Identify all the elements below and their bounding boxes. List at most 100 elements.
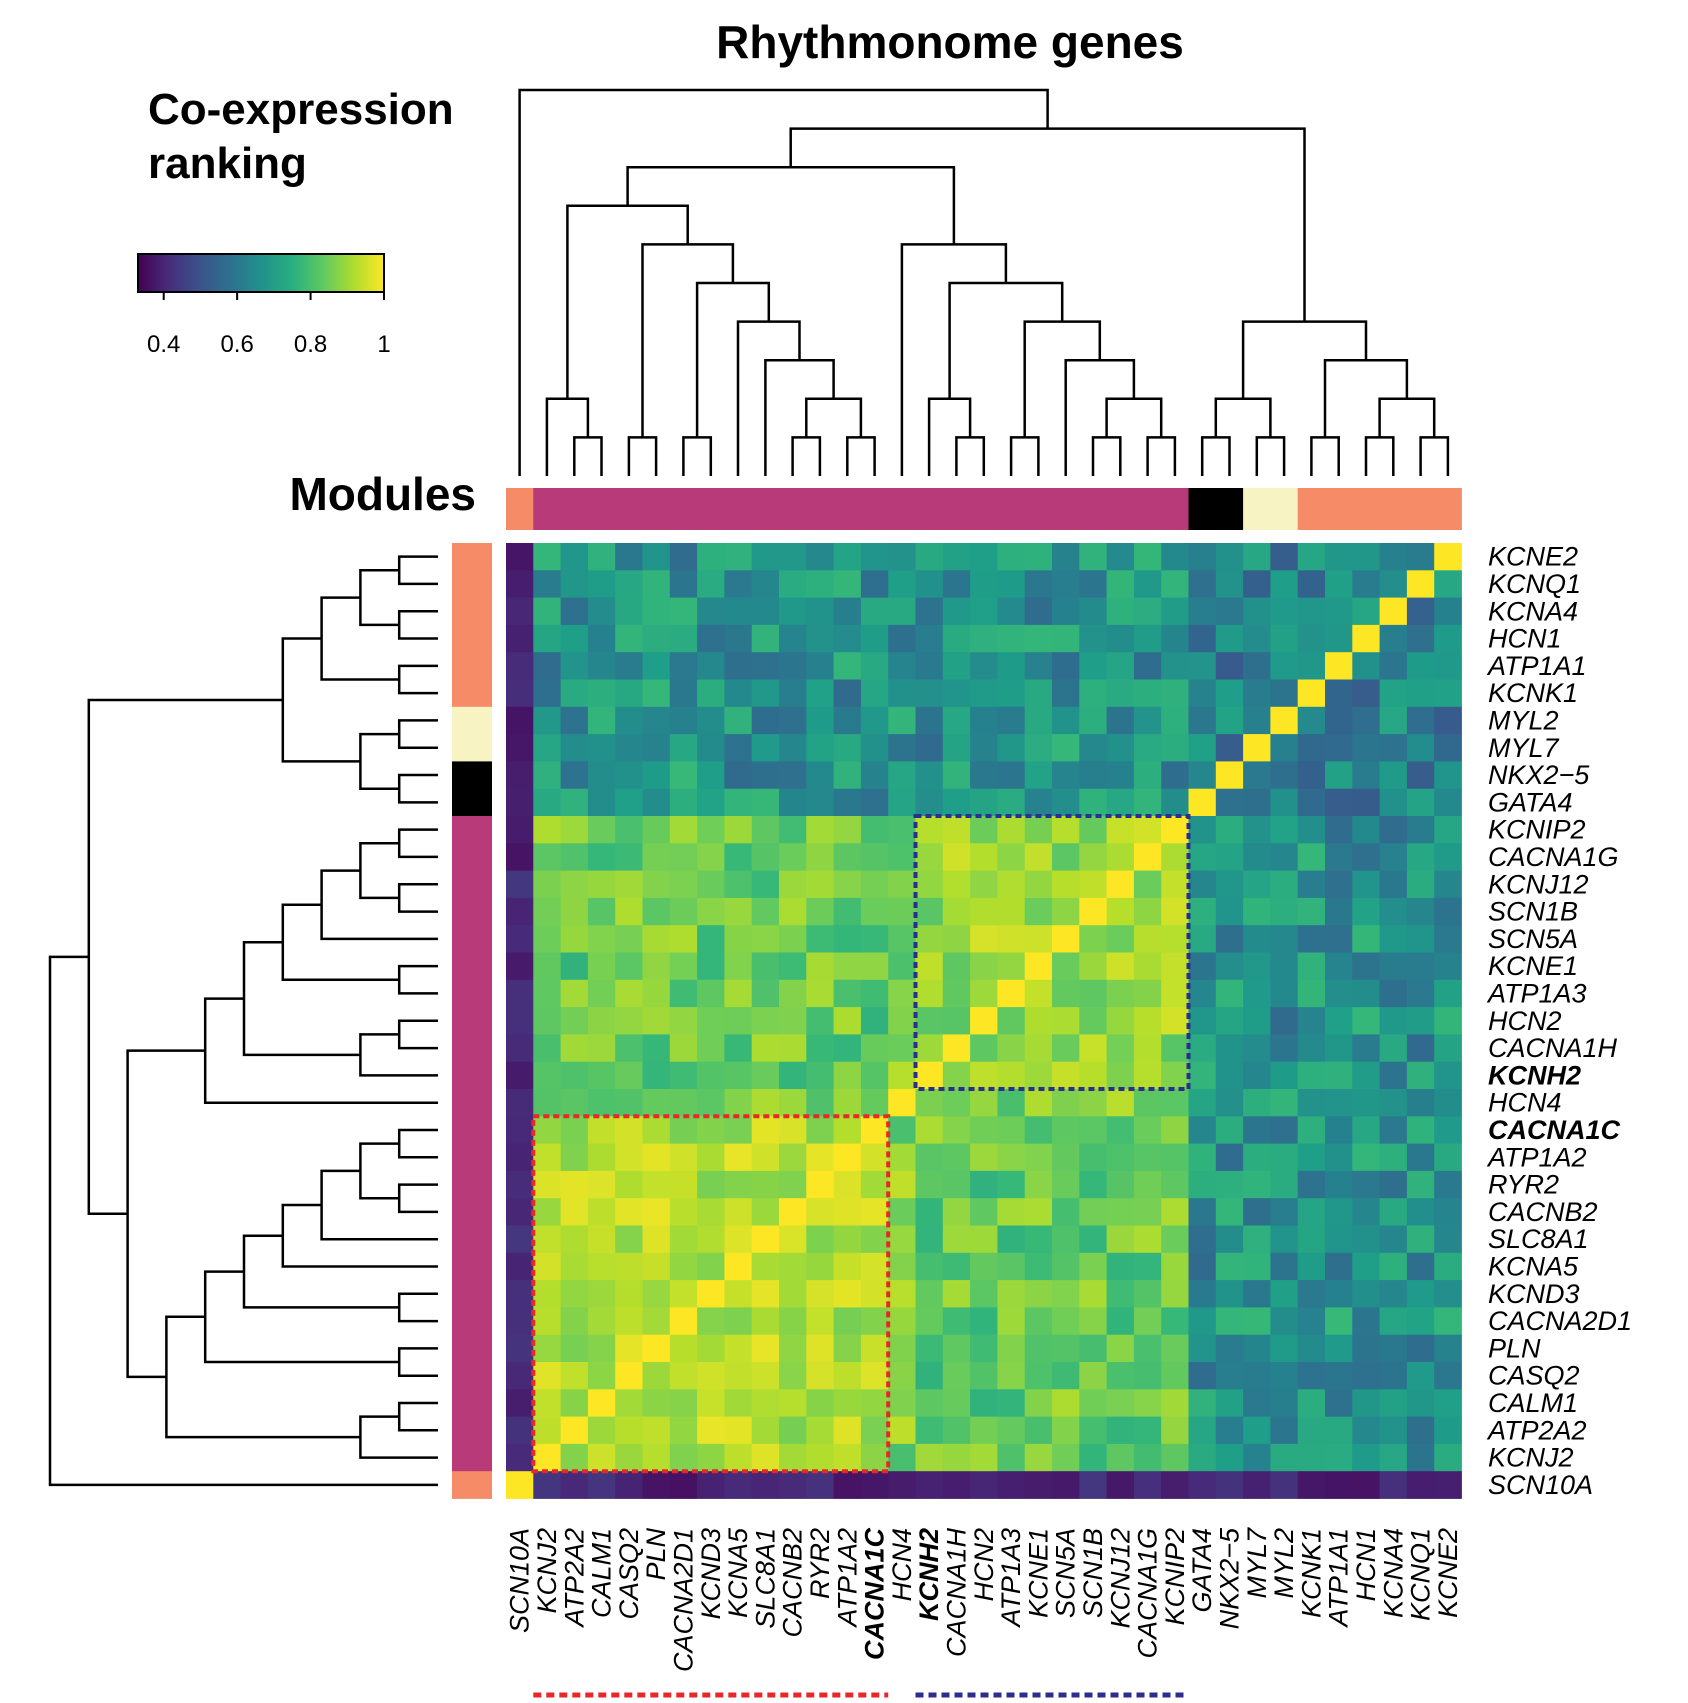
heatmap-cell — [1243, 1280, 1271, 1308]
heatmap-cell — [833, 1089, 862, 1117]
heatmap-cell — [1243, 761, 1271, 790]
heatmap-cell — [1379, 870, 1408, 899]
heatmap-cell — [1079, 1362, 1107, 1390]
dendrogram-branch — [641, 243, 735, 438]
heatmap-cell — [1188, 1443, 1217, 1472]
heatmap-cell — [1270, 570, 1299, 598]
column-module-cell — [1270, 488, 1299, 530]
heatmap-cell — [1243, 1198, 1271, 1226]
heatmap-cell — [506, 1089, 534, 1117]
heatmap-cell — [1188, 679, 1217, 708]
heatmap-cell — [997, 761, 1026, 790]
heatmap-cell — [806, 1471, 834, 1499]
heatmap-cell — [1352, 1089, 1380, 1117]
heatmap-cell — [724, 679, 753, 708]
heatmap-cell — [587, 843, 616, 871]
dendrogram-branch — [203, 997, 438, 1104]
heatmap-cell — [1106, 1280, 1135, 1308]
heatmap-cell — [533, 870, 561, 899]
heatmap-cell — [942, 952, 971, 981]
heatmap-cell — [587, 1307, 616, 1336]
dendrogram-branch — [1419, 436, 1450, 476]
row-module-cell — [452, 706, 492, 735]
heatmap-cell — [1270, 1389, 1299, 1417]
heatmap-cell — [506, 1252, 534, 1281]
heatmap-cell — [669, 1443, 698, 1472]
heatmap-cell — [970, 1170, 998, 1199]
heatmap-cell — [1161, 543, 1189, 571]
dendrogram-branch — [281, 637, 361, 763]
heatmap-cell — [697, 1334, 725, 1363]
heatmap-cell — [915, 1280, 944, 1308]
heatmap-cell — [1243, 897, 1271, 926]
heatmap-cell — [506, 816, 534, 844]
heatmap-cell — [1079, 897, 1107, 926]
heatmap-cell — [587, 816, 616, 844]
heatmap-cell — [1052, 1198, 1080, 1226]
heatmap-cell — [506, 1116, 534, 1144]
heatmap-cell — [724, 870, 753, 899]
heatmap-cell — [833, 1225, 862, 1254]
heatmap-cell — [1215, 1061, 1244, 1090]
heatmap-cell — [1297, 1389, 1326, 1417]
column-label: KCND3 — [696, 1528, 726, 1620]
heatmap-cell — [833, 761, 862, 790]
heatmap-cell — [779, 1116, 807, 1144]
heatmap-cell — [1243, 679, 1271, 708]
heatmap-cell — [1352, 979, 1380, 1008]
column-module-cell — [942, 488, 971, 530]
heatmap-cell — [1352, 1116, 1380, 1144]
dendrogram-branch — [695, 281, 771, 438]
heatmap-cell — [669, 1089, 698, 1117]
heatmap-cell — [533, 843, 561, 871]
heatmap-cell — [1024, 979, 1053, 1008]
heatmap-cell — [1079, 1143, 1107, 1172]
heatmap-cell — [1188, 1416, 1217, 1445]
heatmap-cell — [560, 952, 589, 981]
heatmap-cell — [1161, 952, 1189, 981]
row-module-cell — [452, 952, 492, 981]
dendrogram-branch — [1364, 436, 1395, 476]
heatmap-cell — [1325, 652, 1353, 680]
heatmap-cell — [970, 1116, 998, 1144]
heatmap-cell — [697, 788, 725, 817]
heatmap-cell — [1024, 925, 1053, 953]
heatmap-cell — [506, 543, 534, 571]
heatmap-cell — [1406, 1007, 1435, 1035]
dendrogram-branch — [87, 698, 283, 1216]
heatmap-cell — [1434, 706, 1462, 735]
heatmap-cell — [970, 1252, 998, 1281]
heatmap-cell — [915, 1307, 944, 1336]
heatmap-cell — [533, 706, 561, 735]
dendrogram-branch — [397, 828, 438, 859]
heatmap-cell — [506, 1334, 534, 1363]
heatmap-cell — [888, 652, 916, 680]
heatmap-cell — [1406, 1280, 1435, 1308]
heatmap-cell — [1133, 1198, 1162, 1226]
heatmap-cell — [1052, 788, 1080, 817]
heatmap-cell — [997, 706, 1026, 735]
heatmap-cell — [1406, 1443, 1435, 1472]
heatmap-cell — [915, 761, 944, 790]
heatmap-cell — [997, 543, 1026, 571]
heatmap-cell — [860, 652, 889, 680]
row-label: CACNB2 — [1488, 1197, 1598, 1227]
heatmap-cell — [860, 870, 889, 899]
heatmap-cell — [724, 1198, 753, 1226]
heatmap-cell — [560, 1443, 589, 1472]
heatmap-cell — [1434, 570, 1462, 598]
column-module-cell — [751, 488, 780, 530]
heatmap-cell — [942, 870, 971, 899]
heatmap-cell — [1161, 734, 1189, 762]
heatmap-cell — [779, 734, 807, 762]
heatmap-cell — [1270, 652, 1299, 680]
heatmap-cell — [506, 1471, 534, 1499]
heatmap-cell — [1161, 1007, 1189, 1035]
row-module-cell — [452, 1280, 492, 1308]
heatmap-cell — [833, 1280, 862, 1308]
column-label: KCNA4 — [1378, 1528, 1408, 1618]
heatmap-cell — [1133, 1034, 1162, 1063]
heatmap-cell — [669, 1280, 698, 1308]
heatmap-cell — [833, 1252, 862, 1281]
heatmap-cell — [1297, 788, 1326, 817]
